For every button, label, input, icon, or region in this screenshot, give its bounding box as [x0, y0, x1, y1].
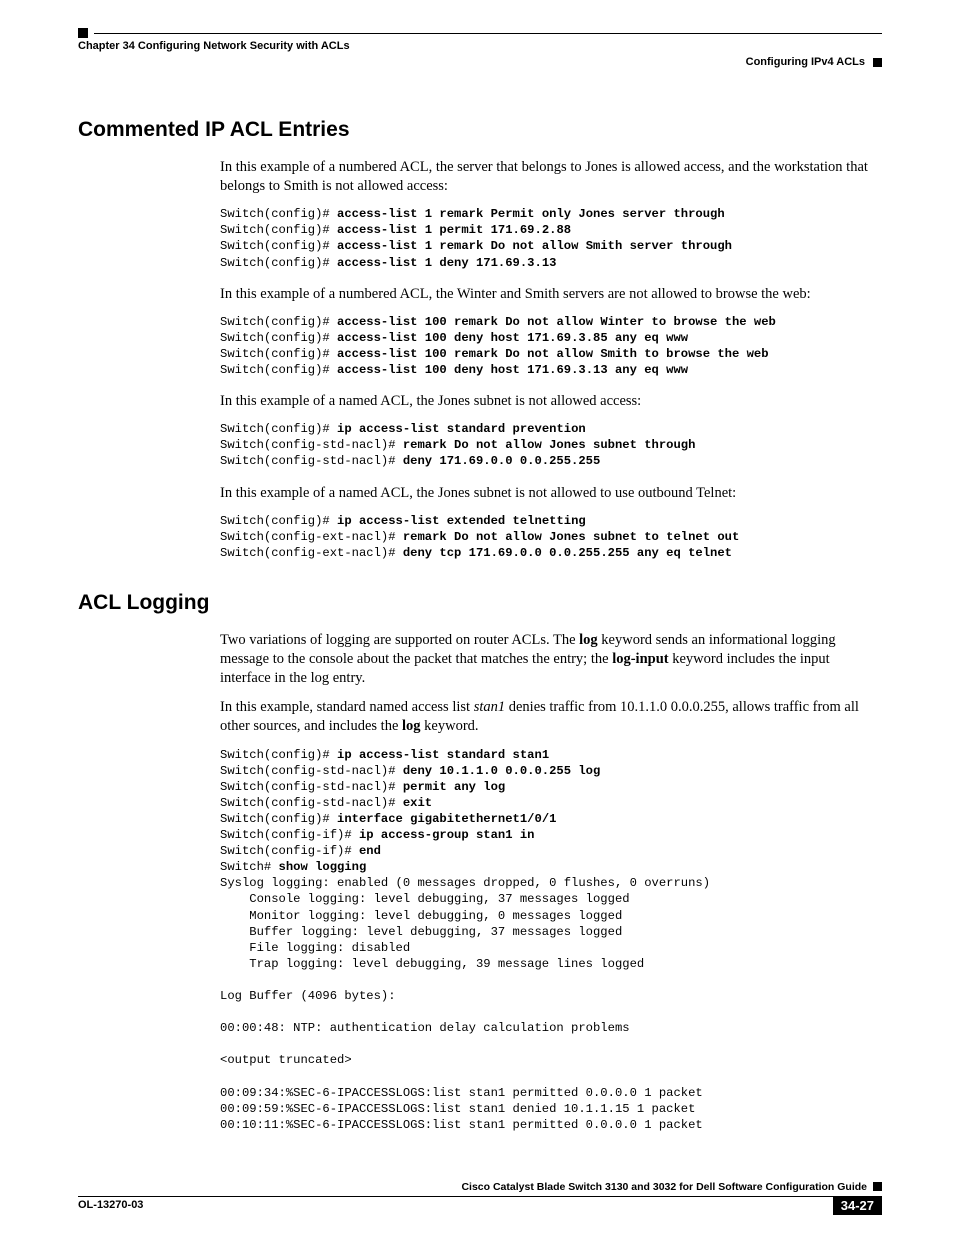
page: Chapter 34 Configuring Network Security …	[0, 0, 954, 1245]
chapter-label: Chapter 34 Configuring Network Security …	[78, 40, 350, 52]
section-1-body: In this example of a numbered ACL, the s…	[220, 158, 882, 561]
section-label: Configuring IPv4 ACLs	[746, 56, 865, 68]
paragraph: In this example of a named ACL, the Jone…	[220, 484, 882, 503]
running-header: Chapter 34 Configuring Network Security …	[78, 28, 882, 68]
paragraph: Two variations of logging are supported …	[220, 631, 882, 688]
heading-acl-logging: ACL Logging	[78, 591, 882, 615]
section-marker-box	[873, 58, 882, 67]
footer-marker-box	[873, 1182, 882, 1191]
paragraph: In this example of a numbered ACL, the s…	[220, 158, 882, 196]
paragraph: In this example, standard named access l…	[220, 698, 882, 736]
footer-rule	[78, 1196, 882, 1197]
document-id: OL-13270-03	[78, 1199, 143, 1211]
heading-commented-ip-acl: Commented IP ACL Entries	[78, 118, 882, 142]
header-marker-box	[78, 28, 88, 38]
code-block: Switch(config)# access-list 100 remark D…	[220, 314, 882, 378]
page-number: 34-27	[833, 1196, 882, 1215]
code-block: Switch(config)# ip access-list extended …	[220, 513, 882, 561]
code-block: Switch(config)# ip access-list standard …	[220, 747, 882, 1133]
page-footer: Cisco Catalyst Blade Switch 3130 and 303…	[78, 1181, 882, 1215]
header-rule	[94, 33, 882, 34]
code-block: Switch(config)# ip access-list standard …	[220, 421, 882, 469]
code-block: Switch(config)# access-list 1 remark Per…	[220, 206, 882, 270]
section-2-body: Two variations of logging are supported …	[220, 631, 882, 1133]
book-title: Cisco Catalyst Blade Switch 3130 and 303…	[461, 1181, 867, 1193]
paragraph: In this example of a numbered ACL, the W…	[220, 285, 882, 304]
paragraph: In this example of a named ACL, the Jone…	[220, 392, 882, 411]
